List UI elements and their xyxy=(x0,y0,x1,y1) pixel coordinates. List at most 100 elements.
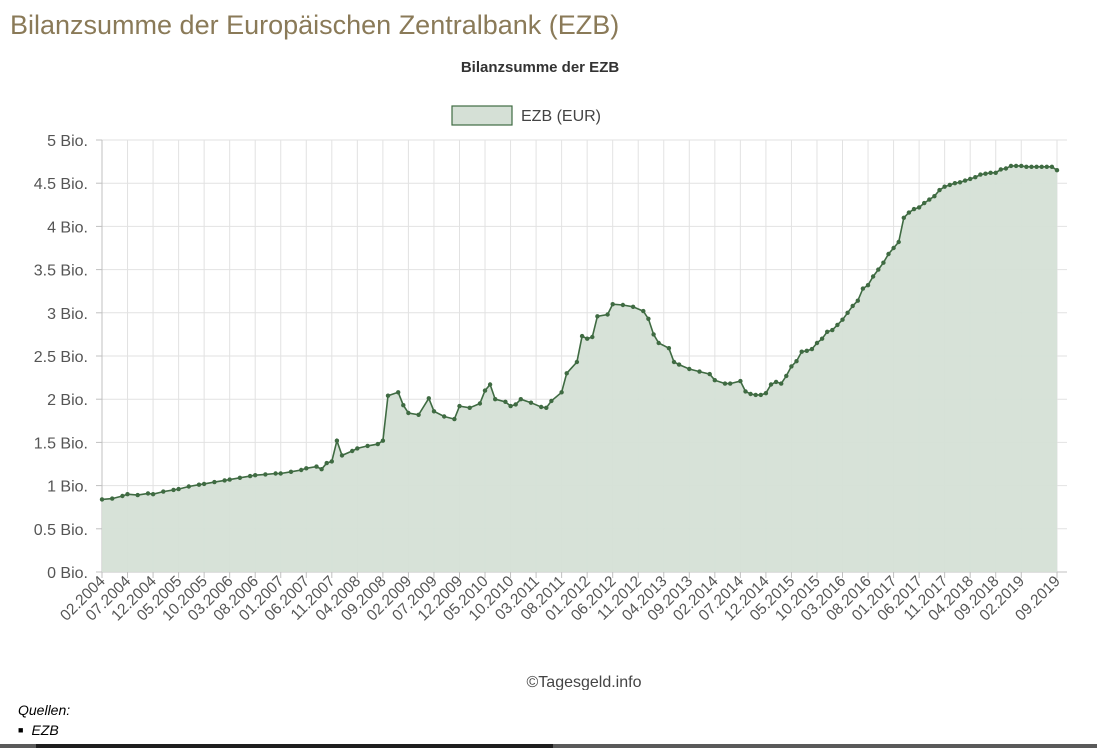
data-point[interactable] xyxy=(544,405,549,410)
data-point[interactable] xyxy=(968,176,973,182)
data-point[interactable] xyxy=(738,378,743,384)
data-point[interactable] xyxy=(304,466,309,471)
data-point[interactable] xyxy=(937,187,942,193)
data-point[interactable] xyxy=(855,298,860,303)
data-point[interactable] xyxy=(150,492,156,497)
data-point[interactable] xyxy=(952,181,958,186)
data-point[interactable] xyxy=(666,346,672,351)
data-point[interactable] xyxy=(773,379,779,385)
data-point[interactable] xyxy=(482,388,488,393)
legend-label[interactable]: EZB (EUR) xyxy=(521,108,601,125)
data-point[interactable] xyxy=(676,362,682,367)
data-point[interactable] xyxy=(110,496,115,501)
data-point[interactable] xyxy=(426,396,431,401)
data-point[interactable] xyxy=(891,245,896,251)
data-point[interactable] xyxy=(784,373,789,379)
legend[interactable]: EZB (EUR) xyxy=(451,105,601,126)
data-point[interactable] xyxy=(452,416,457,422)
data-point[interactable] xyxy=(431,409,437,414)
data-point[interactable] xyxy=(942,184,947,189)
data-point[interactable] xyxy=(135,492,140,498)
data-point[interactable] xyxy=(1019,163,1024,169)
data-point[interactable] xyxy=(355,446,360,451)
data-point[interactable] xyxy=(957,180,963,185)
data-point[interactable] xyxy=(906,210,912,215)
data-point[interactable] xyxy=(830,327,835,333)
data-point[interactable] xyxy=(748,391,753,397)
data-point[interactable] xyxy=(1044,164,1050,169)
data-point[interactable] xyxy=(845,310,850,315)
data-point[interactable] xyxy=(1034,164,1039,169)
data-point[interactable] xyxy=(196,482,202,487)
data-point[interactable] xyxy=(416,412,421,417)
data-point[interactable] xyxy=(278,471,283,476)
data-point[interactable] xyxy=(993,170,998,175)
data-point[interactable] xyxy=(758,392,763,398)
data-point[interactable] xyxy=(789,364,794,369)
data-point[interactable] xyxy=(477,401,483,406)
data-point[interactable] xyxy=(804,348,809,353)
data-point[interactable] xyxy=(722,381,728,386)
data-point[interactable] xyxy=(125,492,130,497)
data-point[interactable] xyxy=(299,467,304,473)
data-point[interactable] xyxy=(585,336,590,341)
legend-swatch[interactable] xyxy=(451,105,513,126)
data-point[interactable] xyxy=(212,479,217,485)
data-point[interactable] xyxy=(687,366,692,372)
data-point[interactable] xyxy=(396,390,401,395)
data-point[interactable] xyxy=(1013,163,1019,169)
data-point[interactable] xyxy=(314,464,319,469)
data-point[interactable] xyxy=(860,286,866,291)
data-point[interactable] xyxy=(753,392,758,398)
data-point[interactable] xyxy=(646,316,651,321)
data-point[interactable] xyxy=(973,175,978,180)
data-point[interactable] xyxy=(630,304,636,309)
data-point[interactable] xyxy=(579,333,585,339)
data-point[interactable] xyxy=(998,167,1003,172)
data-point[interactable] xyxy=(176,486,181,492)
data-point[interactable] xyxy=(559,390,564,395)
data-point[interactable] xyxy=(707,371,712,377)
data-point[interactable] xyxy=(983,171,988,176)
data-point[interactable] xyxy=(799,349,804,354)
data-point[interactable] xyxy=(881,260,886,265)
data-point[interactable] xyxy=(339,453,345,458)
data-point[interactable] xyxy=(927,197,932,202)
data-point[interactable] xyxy=(794,359,799,364)
data-point[interactable] xyxy=(365,443,370,449)
data-point[interactable] xyxy=(850,303,855,309)
data-point[interactable] xyxy=(978,172,983,177)
data-point[interactable] xyxy=(171,487,176,493)
data-point[interactable] xyxy=(99,497,105,502)
data-point[interactable] xyxy=(825,329,830,334)
data-point[interactable] xyxy=(743,389,748,394)
data-point[interactable] xyxy=(120,493,125,499)
data-point[interactable] xyxy=(595,314,600,319)
data-point[interactable] xyxy=(518,397,523,402)
data-point[interactable] xyxy=(763,391,769,396)
data-point[interactable] xyxy=(375,441,380,447)
data-point[interactable] xyxy=(513,402,518,407)
data-point[interactable] xyxy=(161,489,166,494)
data-point[interactable] xyxy=(247,473,253,479)
data-point[interactable] xyxy=(442,414,447,419)
data-point[interactable] xyxy=(590,334,595,340)
data-point[interactable] xyxy=(1029,164,1034,169)
data-point[interactable] xyxy=(886,251,891,257)
data-point[interactable] xyxy=(840,317,845,322)
data-point[interactable] xyxy=(350,448,355,454)
data-point[interactable] xyxy=(549,398,554,404)
data-point[interactable] xyxy=(814,340,820,346)
data-point[interactable] xyxy=(503,399,508,404)
data-point[interactable] xyxy=(385,393,391,398)
data-point[interactable] xyxy=(273,471,278,476)
data-point[interactable] xyxy=(947,182,952,188)
data-point[interactable] xyxy=(651,332,656,337)
data-point[interactable] xyxy=(779,381,784,386)
data-point[interactable] xyxy=(329,459,334,464)
data-point[interactable] xyxy=(288,469,294,474)
data-point[interactable] xyxy=(1008,163,1014,169)
data-point[interactable] xyxy=(227,477,232,482)
data-point[interactable] xyxy=(1039,164,1044,169)
data-point[interactable] xyxy=(932,194,937,199)
